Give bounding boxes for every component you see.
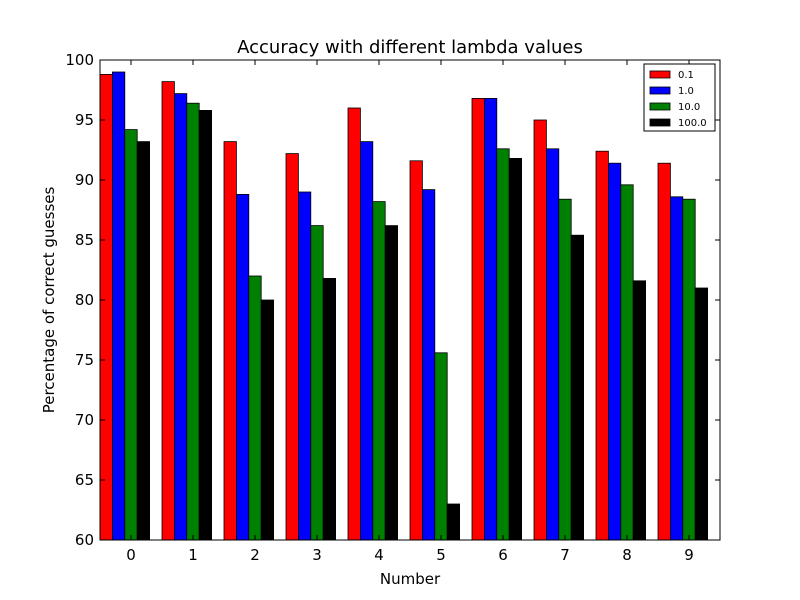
legend-label-100.0: 100.0: [678, 118, 707, 129]
bar-100.0-7: [570, 234, 585, 541]
legend-swatch-1.0: [649, 86, 671, 95]
legend-label-10.0: 10.0: [678, 102, 700, 113]
y-axis-label: Percentage of correct guesses: [40, 187, 58, 414]
bar-0.1-4: [347, 107, 361, 541]
x-tick-label: 6: [498, 546, 508, 564]
legend-swatch-0.1: [649, 70, 671, 79]
bar-100.0-6: [508, 157, 523, 541]
bar-0.1-0: [99, 74, 113, 541]
y-tick-label: 80: [75, 291, 94, 309]
bar-0.1-6: [471, 98, 485, 541]
bar-100.0-2: [260, 299, 275, 541]
bar-10.0-0: [124, 129, 138, 541]
x-tick-label: 2: [250, 546, 260, 564]
bar-10.0-5: [434, 352, 448, 541]
bar-10.0-7: [558, 198, 572, 541]
legend-label-1.0: 1.0: [678, 86, 694, 97]
bar-1.0-6: [483, 98, 498, 541]
x-tick-label: 9: [684, 546, 694, 564]
bar-100.0-4: [384, 225, 399, 541]
bar-100.0-8: [632, 280, 647, 541]
y-tick-label: 90: [75, 171, 94, 189]
y-tick-label: 60: [75, 531, 94, 549]
bar-10.0-9: [682, 198, 696, 541]
x-tick-label: 0: [126, 546, 136, 564]
bar-10.0-4: [372, 201, 386, 541]
legend-swatch-10.0: [649, 102, 671, 111]
y-tick-label: 65: [75, 471, 94, 489]
bars-group: [99, 71, 709, 541]
bar-0.1-5: [409, 160, 423, 541]
bar-0.1-2: [223, 141, 237, 541]
bar-0.1-9: [657, 162, 671, 541]
bar-100.0-1: [198, 110, 212, 541]
x-tick-label: 4: [374, 546, 384, 564]
x-tick-label: 8: [622, 546, 632, 564]
y-axis: 60 65 70 75 80 85 90 95 100: [65, 51, 720, 549]
bar-0.1-7: [533, 119, 547, 541]
y-tick-label: 95: [75, 111, 94, 129]
legend-label-0.1: 0.1: [678, 70, 694, 81]
bar-100.0-5: [446, 503, 461, 541]
x-tick-label: 1: [188, 546, 198, 564]
bar-10.0-6: [496, 148, 510, 541]
bar-100.0-9: [694, 287, 709, 541]
legend-swatch-100.0: [649, 118, 671, 127]
y-tick-label: 100: [65, 51, 94, 69]
bar-1.0-1: [173, 93, 188, 541]
bar-0.1-3: [285, 153, 299, 541]
x-axis: 0 1 2 3 4 5 6 7 8 9: [126, 60, 694, 564]
bar-1.0-5: [421, 189, 436, 541]
x-tick-label: 3: [312, 546, 322, 564]
x-tick-label: 7: [560, 546, 570, 564]
y-tick-label: 70: [75, 411, 94, 429]
bar-1.0-7: [546, 148, 560, 541]
y-tick-label: 85: [75, 231, 94, 249]
x-axis-label: Number: [380, 570, 441, 588]
bar-1.0-0: [112, 71, 126, 541]
bar-10.0-3: [310, 225, 324, 541]
bar-10.0-1: [186, 102, 200, 541]
bar-1.0-4: [359, 141, 374, 541]
bar-10.0-2: [248, 275, 262, 541]
bar-0.1-1: [161, 81, 175, 541]
bar-100.0-0: [136, 141, 150, 541]
bar-1.0-8: [608, 162, 622, 541]
bar-1.0-9: [670, 196, 684, 541]
y-tick-label: 75: [75, 351, 94, 369]
x-tick-label: 5: [436, 546, 446, 564]
legend: 0.1 1.0 10.0 100.0: [643, 63, 716, 132]
bar-10.0-8: [620, 184, 634, 541]
bar-0.1-8: [595, 150, 609, 541]
bar-1.0-2: [235, 193, 250, 541]
chart-title: Accuracy with different lambda values: [237, 37, 583, 58]
bar-1.0-3: [297, 191, 312, 541]
bar-100.0-3: [322, 277, 337, 541]
